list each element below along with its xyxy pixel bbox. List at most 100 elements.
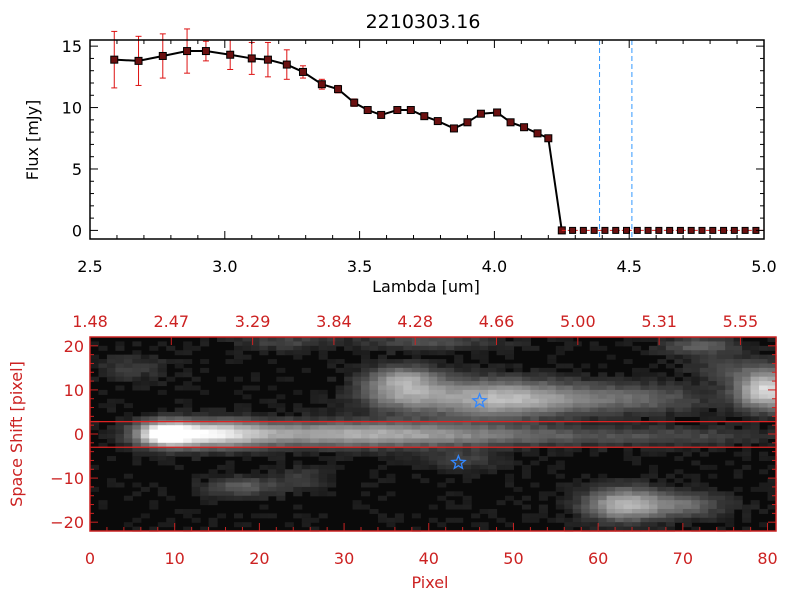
heatmap-cell xyxy=(564,451,574,457)
heatmap-cell xyxy=(174,434,184,440)
heatmap-cell xyxy=(420,478,430,484)
heatmap-cell xyxy=(259,486,269,492)
heatmap-cell xyxy=(411,337,421,343)
heatmap-cell xyxy=(233,403,244,409)
chart-title: 2210303.16 xyxy=(366,11,481,33)
heatmap-cell xyxy=(90,341,100,347)
heatmap-cell xyxy=(665,394,675,400)
heatmap-cell xyxy=(691,438,701,444)
heatmap-cell xyxy=(725,385,735,391)
heatmap-cell xyxy=(445,416,455,422)
heatmap-cell xyxy=(640,522,650,528)
heatmap-cell xyxy=(191,385,201,391)
heatmap-cell xyxy=(361,381,371,387)
heatmap-cell xyxy=(301,469,311,475)
heatmap-cell xyxy=(750,500,760,506)
heatmap-cell xyxy=(699,517,709,523)
heatmap-cell xyxy=(623,504,633,510)
heatmap-cell xyxy=(411,473,421,479)
heatmap-cell xyxy=(572,434,582,440)
heatmap-cell xyxy=(428,359,438,365)
heatmap-cell xyxy=(615,478,625,484)
heatmap-cell xyxy=(682,447,692,453)
heatmap-cell xyxy=(437,345,447,351)
heatmap-cell xyxy=(598,420,608,426)
heatmap-cell xyxy=(708,513,718,519)
heatmap-cell xyxy=(598,491,608,497)
heatmap-cell xyxy=(394,407,404,413)
heatmap-cell xyxy=(555,381,565,387)
heatmap-cell xyxy=(699,403,709,409)
heatmap-cell xyxy=(335,438,345,444)
heatmap-cell xyxy=(640,350,650,356)
heatmap-cell xyxy=(318,491,328,497)
heatmap-cell xyxy=(632,434,642,440)
flux-data-point xyxy=(520,123,529,132)
heatmap-cell xyxy=(725,376,735,382)
heatmap-cell xyxy=(259,425,269,431)
heatmap-cell xyxy=(496,341,506,347)
heatmap-cell xyxy=(496,411,506,417)
heatmap-cell xyxy=(318,389,328,395)
heatmap-cell xyxy=(742,508,752,514)
heatmap-cell xyxy=(725,372,735,378)
heatmap-cell xyxy=(564,500,574,506)
heatmap-cell xyxy=(233,491,244,497)
heatmap-cell xyxy=(632,508,642,514)
heatmap-cell xyxy=(310,394,320,400)
heatmap-cell xyxy=(284,486,294,492)
heatmap-cell xyxy=(589,478,599,484)
heatmap-cell xyxy=(589,341,599,347)
heatmap-cell xyxy=(623,500,633,506)
heatmap-cell xyxy=(488,464,498,470)
heatmap-cell xyxy=(547,394,557,400)
heatmap-cell xyxy=(132,372,142,378)
heatmap-cell xyxy=(293,478,303,484)
heatmap-cell xyxy=(123,495,133,501)
heatmap-cell xyxy=(572,367,582,373)
heatmap-cell xyxy=(750,354,760,360)
heatmap-cell xyxy=(200,486,210,492)
heatmap-cell xyxy=(564,504,574,510)
heatmap-cell xyxy=(318,420,328,426)
heatmap-cell xyxy=(657,416,667,422)
heatmap-cell xyxy=(479,420,489,426)
heatmap-cell xyxy=(149,447,159,453)
heatmap-cell xyxy=(454,464,464,470)
heatmap-cell xyxy=(242,411,252,417)
heatmap-cell xyxy=(648,438,659,444)
heatmap-cell xyxy=(504,398,515,404)
heatmap-cell xyxy=(174,442,184,448)
heatmap-cell xyxy=(301,420,311,426)
heatmap-cell xyxy=(615,411,625,417)
heatmap-cell xyxy=(369,363,379,369)
heatmap-cell xyxy=(479,438,489,444)
heatmap-cell xyxy=(471,442,481,448)
heatmap-cell xyxy=(174,429,184,435)
heatmap-cell xyxy=(90,359,100,365)
heatmap-cell xyxy=(598,385,608,391)
heatmap-cell xyxy=(293,482,303,488)
heatmap-cell xyxy=(140,425,150,431)
heatmap-cell xyxy=(521,345,531,351)
heatmap-cell xyxy=(267,456,277,462)
heatmap-cell xyxy=(233,411,244,417)
heatmap-cell xyxy=(665,407,675,413)
heatmap-cell xyxy=(733,451,743,457)
heatmap-cell xyxy=(445,447,455,453)
heatmap-cell xyxy=(632,513,642,519)
heatmap-cell xyxy=(479,337,489,343)
heatmap-cell xyxy=(657,504,667,510)
heatmap-cell xyxy=(632,385,642,391)
heatmap-cell xyxy=(496,407,506,413)
heatmap-cell xyxy=(200,451,210,457)
heatmap-cell xyxy=(725,513,735,519)
heatmap-cell xyxy=(750,394,760,400)
heatmap-cell xyxy=(665,500,675,506)
heatmap-cell xyxy=(361,407,371,413)
heatmap-cell xyxy=(98,345,108,351)
heatmap-cell xyxy=(352,389,362,395)
heatmap-cell xyxy=(479,350,489,356)
heatmap-cell xyxy=(445,337,455,343)
heatmap-cell xyxy=(708,341,718,347)
